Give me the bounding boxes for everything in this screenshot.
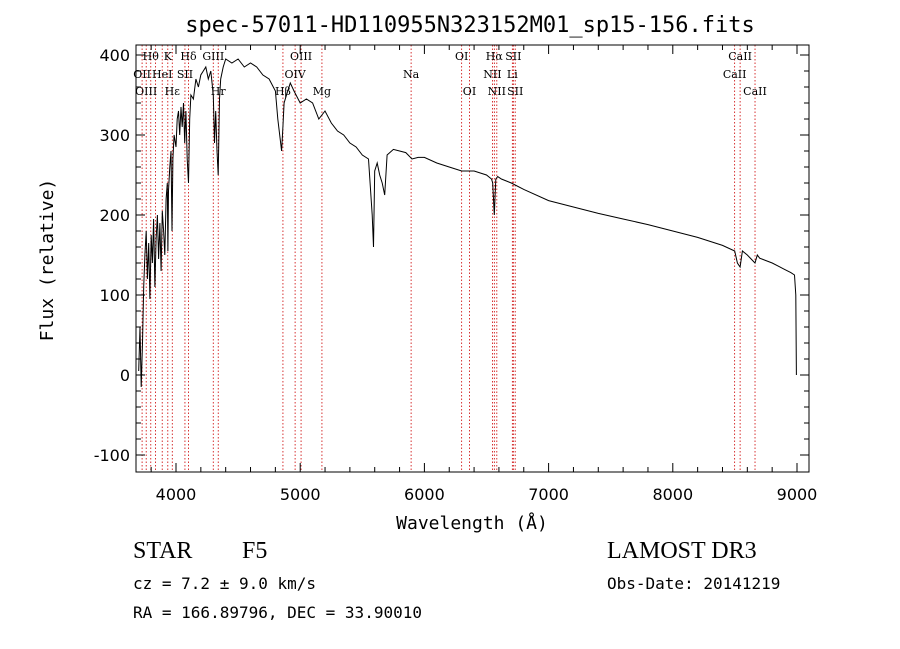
line-label-13: Na [403,68,420,81]
line-label-24: SII [507,85,523,98]
line-label-4: OIII [290,50,312,63]
y-tick-label: 300 [99,126,130,145]
x-tick-label: 7000 [528,485,569,504]
spectral-subclass: F5 [242,538,268,564]
line-label-8: CaII [728,50,752,63]
spectrum-line [138,58,797,388]
y-axis-label: Flux (relative) [37,179,58,342]
observation-date: Obs-Date: 20141219 [607,574,781,593]
x-tick-label: 9000 [777,485,818,504]
line-label-17: OIII [135,85,157,98]
line-label-18: Hε [165,85,181,98]
y-tick-label: -100 [94,446,130,465]
emission-line-markers [141,45,756,472]
y-tick-label: 0 [120,366,130,385]
x-tick-label: 8000 [652,485,693,504]
redshift-info: cz = 7.2 ± 9.0 km/s [133,574,317,593]
line-label-6: Hα [486,50,504,63]
line-label-20: Hβ [275,85,291,98]
line-label-16: CaII [723,68,747,81]
x-tick-label: 6000 [404,485,445,504]
y-tick-label: 400 [99,46,130,65]
line-label-1: K [164,50,173,63]
y-tick-label: 200 [99,206,130,225]
line-label-19: Hr [211,85,227,98]
coordinates-info: RA = 166.89796, DEC = 33.90010 [133,603,422,622]
line-label-3: GIII [202,50,224,63]
y-tick-label: 100 [99,286,130,305]
x-axis-label: Wavelength (Å) [396,512,548,534]
line-label-5: OI [455,50,468,63]
line-label-0: Hθ [143,50,160,63]
line-label-25: CaII [743,85,767,98]
line-label-10: HeI [152,68,172,81]
line-label-23: NII [488,85,506,98]
line-label-14: NII [483,68,501,81]
line-label-21: Mg [313,85,331,98]
x-tick-label: 5000 [280,485,321,504]
line-label-11: SII [177,68,193,81]
y-axis: -100 0 100 200 300 400 [94,46,809,465]
line-label-7: SII [505,50,521,63]
line-label-15: Li [507,68,518,81]
line-label-22: OI [463,85,476,98]
plot-frame [135,44,810,473]
x-axis: 4000 5000 6000 7000 8000 9000 [150,45,818,504]
x-tick-label: 4000 [156,485,197,504]
line-label-12: OIV [284,68,306,81]
line-label-2: Hδ [180,50,197,63]
survey-name: LAMOST DR3 [607,538,757,564]
chart-title: spec-57011-HD110955N323152M01_sp15-156.f… [185,13,755,38]
object-class: STAR [133,538,193,564]
